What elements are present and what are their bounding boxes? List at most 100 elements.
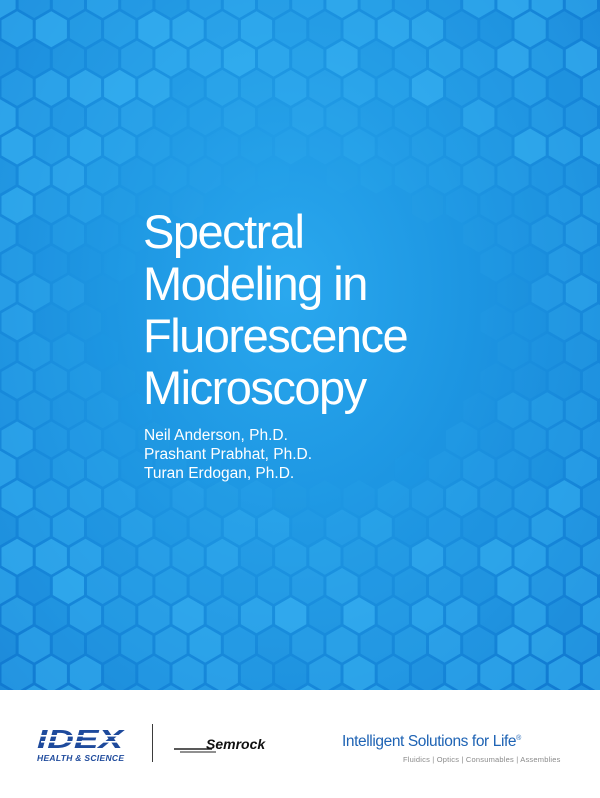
semrock-logo-text: Semrock: [206, 736, 266, 752]
hexagon-tile: [52, 392, 84, 429]
hexagon-tile: [240, 11, 273, 48]
hexagon-tile: [128, 685, 146, 690]
hexagon-tile: [514, 538, 546, 575]
hexagon-tile: [35, 69, 67, 106]
hexagon-tile: [582, 362, 600, 399]
hexagon-tile: [275, 11, 307, 48]
hexagon-tile: [172, 11, 204, 48]
hexagon-tile: [0, 0, 16, 18]
hexagon-tile: [343, 480, 375, 517]
hexagon-tile: [565, 333, 597, 370]
hexagon-tile: [121, 0, 153, 18]
hexagon-tile: [565, 626, 597, 663]
hexagon-tile: [360, 568, 392, 604]
hexagon-tile: [1, 362, 33, 399]
hexagon-tile: [52, 509, 84, 546]
hexagon-tile: [35, 304, 67, 341]
hexagon-tile: [573, 685, 590, 690]
hexagon-tile: [463, 509, 495, 546]
hexagon-tile: [189, 568, 221, 604]
hexagon-tile: [343, 11, 375, 48]
hexagon-tile: [1, 11, 33, 48]
hexagon-tile: [52, 99, 84, 136]
hexagon-tile: [18, 450, 50, 487]
hexagon-tile: [309, 69, 341, 106]
hexagon-tile: [360, 626, 392, 663]
hexagon-tile: [0, 99, 16, 136]
hexagon-tile: [394, 568, 426, 604]
hexagon-tile: [326, 99, 358, 136]
hexagon-tile: [429, 99, 461, 136]
hexagon-tile: [206, 480, 238, 517]
hexagon-tile: [172, 655, 204, 690]
hexagon-tile: [69, 421, 102, 458]
hexagon-tile: [411, 128, 444, 165]
hexagon-tile: [1, 597, 33, 634]
tagline: Intelligent Solutions for Life®: [342, 733, 521, 751]
hexagon-tile: [138, 11, 170, 48]
product-lines: Fluidics | Optics | Consumables | Assemb…: [403, 755, 561, 764]
hexagon-tile: [463, 0, 495, 18]
hexagon-tile: [121, 99, 153, 136]
hexagon-tile: [497, 157, 529, 194]
hexagon-tile: [411, 69, 444, 106]
hexagon-tile: [104, 69, 136, 106]
hexagon-tile: [1, 480, 33, 517]
hexagon-tile: [504, 685, 522, 690]
hexagon-tile: [548, 538, 580, 575]
hexagon-tile: [497, 392, 529, 429]
hexagon-tile: [206, 11, 238, 48]
hexagon-tile: [531, 40, 563, 77]
hexagon-tile: [531, 275, 563, 311]
hexagon-tile: [548, 128, 580, 165]
hexagon-tile: [121, 157, 153, 194]
hexagon-tile: [52, 333, 84, 370]
hexagon-tile: [497, 40, 529, 77]
hexagon-tile: [480, 538, 512, 575]
hexagon-tile: [87, 40, 119, 77]
hexagon-tile: [531, 450, 563, 487]
hexagon-tile: [104, 538, 136, 575]
hexagon-tile: [35, 421, 67, 458]
semrock-logo-icon: Semrock: [174, 736, 266, 753]
hexagon-tile: [240, 597, 273, 634]
hexagon-tile: [514, 655, 546, 690]
hexagon-tile: [548, 187, 580, 224]
hexagon-tile: [463, 392, 495, 429]
hexagon-tile: [223, 99, 255, 136]
hexagon-tile: [514, 245, 546, 282]
hexagon-tile: [565, 40, 597, 77]
hexagon-tile: [1, 655, 33, 690]
hexagon-tile: [69, 597, 102, 634]
hexagon-tile: [565, 216, 597, 253]
hexagon-tile: [155, 568, 187, 604]
hexagon-tile: [531, 626, 563, 663]
hexagon-tile: [402, 685, 419, 690]
hexagon-tile: [480, 128, 512, 165]
hexagon-tile: [360, 509, 392, 546]
hexagon-tile: [480, 597, 512, 634]
hexagon-tile: [514, 362, 546, 399]
hexagon-tile: [377, 655, 409, 690]
hexagon-tile: [223, 568, 255, 604]
hexagon-tile: [275, 480, 307, 517]
hexagon-tile: [377, 128, 409, 165]
hexagon-tile: [411, 187, 444, 224]
hexagon-tile: [497, 0, 529, 18]
hexagon-tile: [343, 597, 375, 634]
hexagon-tile: [206, 597, 238, 634]
hexagon-tile: [565, 509, 597, 546]
hexagon-tile: [172, 187, 204, 224]
hexagon-tile: [565, 275, 597, 311]
hexagon-tile: [514, 11, 546, 48]
hexagon-tile: [360, 99, 392, 136]
hexagon-tile: [411, 597, 444, 634]
hexagon-tile: [548, 245, 580, 282]
hexagon-tile: [258, 568, 290, 604]
hexagon-pattern-icon: [0, 0, 600, 690]
hexagon-tile: [292, 509, 324, 546]
hexagon-tile: [258, 40, 290, 77]
hexagon-tile: [582, 11, 600, 48]
hexagon-tile: [275, 655, 307, 690]
hexagon-tile: [189, 40, 221, 77]
